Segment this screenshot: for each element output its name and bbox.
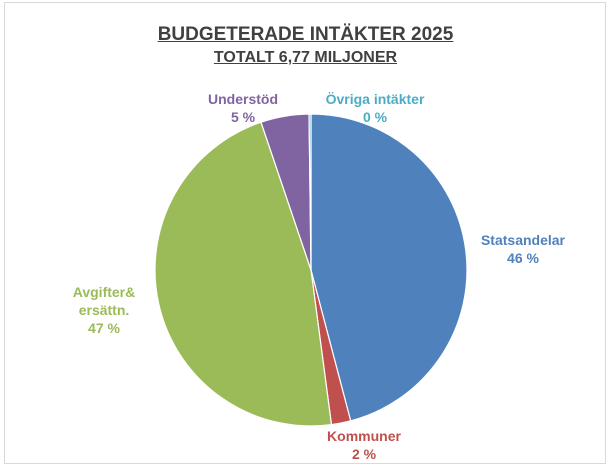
slice-label-5: Övriga intäkter 0 %	[326, 91, 425, 125]
slice-category-text: Kommuner	[327, 428, 401, 444]
slice-category-text: Statsandelar	[481, 232, 566, 248]
slice-value-text: 46 %	[507, 250, 539, 266]
slice-label-2: Kommuner 2 %	[327, 428, 401, 462]
slice-label-3: Avgifter& ersättn. 47 %	[73, 284, 136, 336]
slice-category-text: Understöd	[208, 91, 278, 107]
slice-value-text: 2 %	[352, 446, 377, 462]
slice-category-text: Övriga intäkter	[326, 91, 425, 107]
pie-labels: Statsandelar 46 % Kommuner 2 % Avgifter& ersä…	[73, 91, 566, 462]
slice-label-4: Understöd 5 %	[208, 91, 278, 125]
slice-value-text: 47 %	[88, 320, 120, 336]
slice-category-text: Avgifter&	[73, 284, 136, 300]
slice-value-text: 0 %	[363, 109, 388, 125]
pie-slice-3	[154, 121, 333, 427]
pie-slice-5	[308, 113, 312, 271]
slice-value-text: 5 %	[231, 109, 256, 125]
pie-slices	[154, 113, 468, 427]
slice-label-1: Statsandelar 46 %	[481, 232, 566, 266]
slice-category-text: ersättn.	[79, 302, 130, 318]
chart-subtitle: TOTALT 6,77 MILJONER	[213, 49, 398, 66]
pie-slice-1	[310, 113, 468, 422]
chart-title: BUDGETERADE INTÄKTER 2025	[157, 24, 454, 45]
